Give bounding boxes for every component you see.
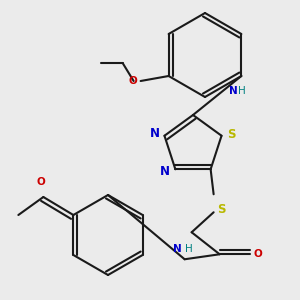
Text: S: S	[217, 203, 225, 216]
Text: O: O	[129, 76, 138, 86]
Text: O: O	[254, 249, 262, 259]
Text: N: N	[173, 244, 182, 254]
Text: H: H	[238, 86, 246, 97]
Text: H: H	[185, 244, 193, 254]
Text: N: N	[229, 86, 238, 97]
Text: S: S	[227, 128, 236, 141]
Text: O: O	[37, 177, 46, 187]
Text: N: N	[160, 165, 170, 178]
Text: N: N	[149, 127, 160, 140]
